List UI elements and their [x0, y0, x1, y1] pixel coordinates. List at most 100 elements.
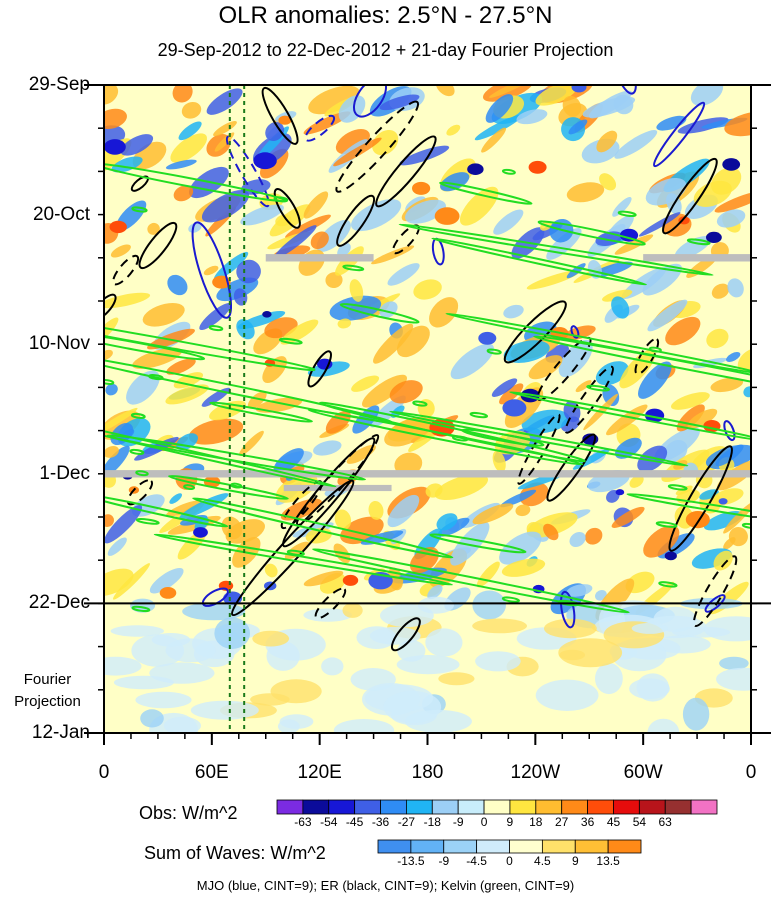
waves-colorbar-tick: 4.5 — [534, 854, 551, 868]
anomaly-patch — [611, 296, 630, 319]
projection-patch — [321, 657, 344, 676]
chart-title: OLR anomalies: 2.5°N - 27.5°N — [218, 2, 553, 29]
anomaly-patch — [562, 95, 582, 117]
er-contour — [307, 350, 332, 388]
y-tick-label: 29-Sep — [28, 74, 90, 95]
anomaly-patch — [499, 531, 542, 565]
anomaly-patch — [107, 537, 127, 556]
obs-colorbar-swatch — [587, 799, 614, 815]
anomaly-patch — [492, 450, 506, 473]
anomaly-patch — [435, 85, 455, 97]
er-contour — [104, 293, 117, 321]
anomaly-patch — [104, 445, 130, 478]
kelvin-contour — [273, 196, 289, 203]
kelvin-contour — [626, 492, 751, 527]
anomaly-patch — [104, 445, 119, 458]
anomaly-patch — [373, 323, 414, 364]
anomaly-core — [685, 510, 710, 529]
kelvin-contour — [104, 411, 337, 488]
anomaly-core — [467, 163, 484, 175]
er-contour — [112, 254, 140, 286]
anomaly-patch — [562, 325, 596, 341]
anomaly-patch — [325, 272, 343, 289]
projection-patch — [654, 635, 711, 654]
anomaly-patch — [361, 374, 408, 408]
kelvin-contour — [209, 401, 313, 423]
anomaly-patch — [238, 430, 264, 456]
anomaly-patch — [368, 500, 384, 520]
anomaly-patch — [706, 328, 729, 349]
anomaly-patch — [726, 352, 741, 362]
anomaly-patch — [711, 283, 730, 299]
anomaly-patch — [647, 299, 688, 332]
anomaly-patch — [619, 349, 656, 389]
anomaly-patch — [629, 475, 644, 488]
obs-colorbar-title: Obs: W/m^2 — [139, 803, 238, 823]
kelvin-contour — [104, 379, 115, 385]
anomaly-patch — [472, 503, 514, 525]
anomaly-patch — [493, 209, 524, 235]
obs-colorbar-tick: -27 — [397, 815, 416, 829]
anomaly-patch — [566, 584, 593, 597]
projection-patch — [104, 656, 142, 676]
anomaly-patch — [240, 204, 284, 226]
anomaly-patch — [599, 173, 617, 191]
kelvin-contour — [192, 497, 454, 559]
anomaly-patch — [110, 244, 131, 258]
plot-frame — [84, 84, 771, 745]
anomaly-patch — [687, 408, 718, 429]
kelvin-contour — [312, 548, 630, 614]
er-contour — [375, 135, 437, 208]
anomaly-patch — [713, 550, 733, 571]
anomaly-patch — [199, 302, 232, 331]
anomaly-core — [434, 207, 460, 225]
obs-colorbar-swatch — [431, 799, 459, 815]
anomaly-patch — [436, 513, 458, 531]
anomaly-patch — [303, 570, 344, 587]
anomaly-patch — [606, 404, 648, 436]
obs-colorbar-tick: 63 — [658, 815, 672, 829]
anomaly-patch — [334, 509, 352, 530]
waves-colorbar-swatch — [443, 839, 478, 854]
projection-patch — [303, 608, 353, 622]
obs-colorbar-swatch — [509, 799, 537, 815]
obs-colorbar-swatch — [664, 799, 692, 815]
x-tick-label: 180 — [411, 762, 444, 783]
anomaly-core — [109, 220, 127, 234]
mjo-contour — [653, 101, 706, 168]
anomaly-patch — [434, 474, 489, 501]
kelvin-contour — [131, 605, 151, 613]
kelvin-contour — [319, 401, 586, 463]
anomaly-core — [528, 160, 547, 174]
anomaly-patch — [499, 383, 524, 405]
projection-patch — [475, 651, 521, 672]
kelvin-contour — [452, 435, 469, 442]
anomaly-patch — [637, 445, 668, 472]
anomaly-patch — [178, 121, 202, 141]
kelvin-contour — [501, 168, 516, 175]
anomaly-patch — [262, 356, 287, 384]
y-tick-label: 10-Nov — [28, 333, 90, 355]
kelvin-contour — [667, 484, 688, 491]
obs-colorbar-tick: 45 — [606, 815, 621, 829]
anomaly-patch — [569, 531, 586, 548]
kelvin-contour — [153, 533, 453, 586]
missing-data-band — [283, 484, 392, 492]
anomaly-patch — [521, 409, 570, 434]
colorbars — [276, 799, 718, 854]
anomaly-patch — [167, 274, 188, 296]
kelvin-contour — [168, 474, 289, 500]
kelvin-contour — [130, 412, 146, 419]
anomaly-patch — [516, 109, 548, 125]
obs-colorbar-tick: 54 — [632, 815, 647, 829]
kelvin-contour — [501, 596, 520, 603]
anomaly-core — [412, 181, 431, 195]
kelvin-contour — [398, 223, 714, 277]
anomaly-patch — [213, 251, 249, 281]
obs-colorbar-swatch — [380, 799, 407, 815]
kelvin-contour — [648, 346, 662, 353]
anomaly-patch — [104, 85, 119, 105]
er-contour — [126, 479, 153, 506]
mjo-contour — [353, 85, 387, 118]
